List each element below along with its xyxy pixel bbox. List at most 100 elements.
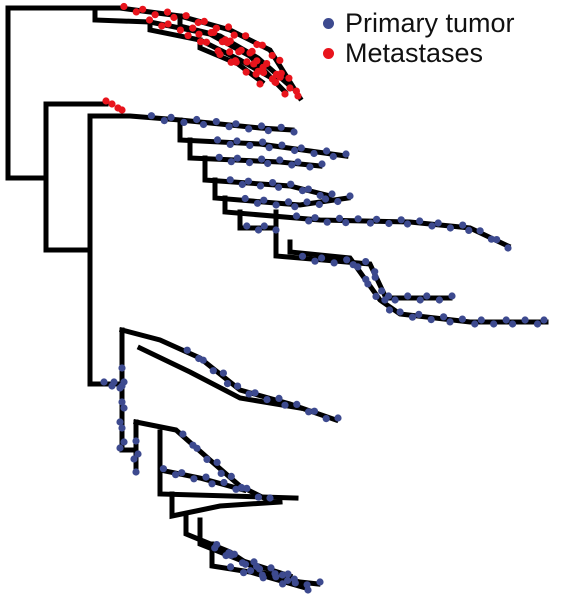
primary-tumor-tip — [278, 141, 286, 149]
primary-tumor-tip — [508, 320, 517, 328]
primary-tumor-tip — [304, 185, 312, 193]
metastasis-tip — [230, 31, 238, 39]
primary-tumor-tip — [305, 408, 313, 416]
primary-tumor-tip — [132, 468, 140, 476]
primary-tumor-tip — [362, 258, 370, 266]
primary-tumor-tip — [287, 180, 295, 188]
metastasis-tip — [151, 11, 159, 19]
primary-tumor-tip — [396, 308, 404, 316]
primary-tumor-tip — [266, 494, 274, 502]
primary-tumor-tip — [343, 256, 351, 264]
primary-tumor-tip — [232, 120, 240, 128]
primary-tumor-tip — [298, 252, 307, 260]
primary-tumor-tip — [245, 125, 253, 133]
primary-tumor-tip — [404, 292, 412, 300]
primary-tumor-tip — [322, 415, 330, 423]
primary-tumor-tip — [199, 120, 208, 129]
primary-tumor-tip — [323, 218, 331, 226]
primary-tumor-tip — [298, 187, 307, 195]
primary-tumor-tip — [233, 154, 241, 162]
primary-tumor-tip — [259, 574, 267, 582]
primary-tumor-tip — [354, 215, 362, 223]
primary-tumor-tip — [227, 551, 235, 559]
metastasis-tip — [158, 22, 166, 30]
primary-tumor-tip — [208, 480, 216, 488]
metastasis-tip — [253, 40, 261, 49]
primary-tumor-tip — [134, 450, 142, 458]
primary-tumor-tip — [265, 144, 273, 152]
primary-tumor-tip — [403, 220, 412, 228]
primary-tumor-tip — [391, 296, 399, 304]
primary-tumor-tip — [267, 564, 275, 572]
primary-tumor-tip — [260, 222, 268, 230]
primary-tumor-tip — [278, 571, 287, 579]
metastasis-tip — [227, 58, 235, 66]
primary-tumor-tip — [272, 226, 280, 234]
metastasis-tip — [210, 28, 218, 36]
metastasis-tip — [263, 60, 271, 68]
primary-tumor-tip — [284, 576, 292, 585]
primary-tumor-tip — [116, 418, 124, 426]
primary-tumor-tip — [318, 254, 326, 262]
primary-tumor-tip — [132, 437, 140, 445]
primary-tumor-tip — [110, 378, 118, 386]
primary-tumor-tip — [330, 259, 338, 267]
primary-tumor-tip — [372, 292, 380, 300]
primary-tumor-tip — [254, 493, 262, 501]
primary-tumor-tip — [226, 176, 234, 184]
primary-tumor-tip — [477, 316, 485, 324]
primary-tumor-tip — [222, 552, 230, 560]
primary-tumor-tip — [245, 159, 254, 167]
primary-tumor-tip — [440, 313, 448, 321]
primary-tumor-tip — [521, 316, 529, 324]
primary-tumor-tip — [272, 573, 280, 581]
primary-tumor-tip — [211, 544, 219, 552]
metastasis-tip — [286, 84, 294, 92]
metastasis-tip — [163, 8, 172, 16]
primary-tumor-tip — [120, 404, 128, 412]
primary-tumor-tip — [244, 177, 252, 185]
primary-tumor-tip — [223, 380, 232, 388]
primary-tumor-tip — [227, 472, 235, 480]
primary-tumor-tip — [373, 215, 381, 223]
metastasis-tip — [276, 73, 284, 81]
primary-tumor-tip — [199, 356, 207, 364]
primary-tumor-tip — [227, 563, 235, 571]
primary-tumor-tip — [294, 158, 302, 166]
primary-tumor-tip — [334, 414, 342, 422]
primary-tumor-tip — [202, 473, 210, 481]
metastasis-tip — [256, 80, 264, 88]
primary-tumor-tip — [238, 180, 246, 189]
primary-tumor-tip — [253, 199, 262, 207]
primary-tumor-tip — [290, 128, 298, 136]
metastasis-tip — [132, 8, 140, 16]
metastasis-tip — [268, 51, 276, 60]
primary-tumor-tip — [291, 146, 299, 155]
primary-tumor-tip — [160, 117, 168, 125]
primary-tumor-tip — [490, 320, 498, 328]
primary-tumor-tip — [118, 398, 126, 406]
primary-tumor-tip — [423, 292, 431, 300]
metastasis-tip — [189, 24, 197, 32]
primary-tumor-tip — [459, 221, 467, 229]
metastasis-tip — [232, 58, 240, 66]
primary-tumor-tip — [533, 320, 542, 328]
metastasis-tip — [182, 12, 190, 20]
primary-tumor-tip — [284, 570, 292, 578]
primary-tumor-tip — [465, 226, 473, 234]
metastasis-tip — [145, 16, 154, 24]
primary-tumor-tip — [416, 296, 424, 304]
primary-tumor-tip — [434, 219, 442, 227]
primary-tumor-tip — [276, 156, 284, 164]
metastasis-tip — [200, 17, 208, 25]
metastasis-tip — [195, 30, 203, 38]
primary-tumor-tip — [254, 226, 263, 234]
metastasis-tip — [118, 106, 126, 114]
primary-tumor-tip — [167, 113, 175, 121]
metastasis-tip — [197, 38, 205, 46]
primary-tumor-tip — [250, 558, 258, 566]
primary-tumor-tip — [305, 217, 313, 225]
primary-tumor-tip — [328, 190, 336, 198]
metastasis-tip — [216, 50, 224, 59]
primary-tumor-tip — [172, 471, 180, 479]
